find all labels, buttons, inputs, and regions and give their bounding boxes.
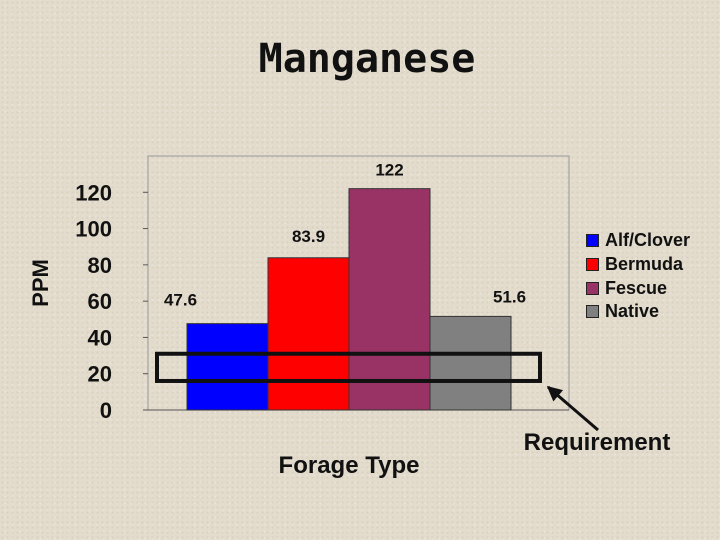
requirement-arrow — [546, 385, 599, 432]
data-label: 47.6 — [164, 291, 197, 310]
data-label: 83.9 — [292, 227, 325, 246]
bar-native — [429, 315, 512, 411]
y-tick-label: 40 — [88, 325, 112, 350]
y-tick-label: 120 — [75, 180, 112, 205]
requirement-box — [155, 351, 542, 383]
legend-item-alf-clover: Alf/Clover — [586, 229, 690, 253]
y-tick-label: 20 — [88, 362, 112, 387]
requirement-label: Requirement — [524, 429, 671, 456]
y-tick-label: 60 — [88, 289, 112, 314]
bar-bermuda — [267, 257, 350, 411]
legend-item-bermuda: Bermuda — [586, 253, 690, 277]
legend-label: Bermuda — [605, 254, 684, 275]
legend-swatch — [586, 281, 599, 295]
legend-label: Alf/Clover — [605, 230, 691, 251]
y-axis-label: PPM — [28, 259, 53, 307]
legend: Alf/Clover Bermuda Fescue Native — [586, 229, 690, 324]
legend-label: Native — [605, 301, 660, 322]
legend-swatch — [586, 305, 599, 319]
legend-swatch — [586, 258, 599, 272]
x-axis-label: Forage Type — [279, 452, 420, 479]
legend-item-fescue: Fescue — [586, 276, 690, 300]
data-label: 51.6 — [493, 287, 526, 306]
legend-swatch — [586, 234, 599, 248]
data-label: 122 — [375, 161, 403, 180]
y-tick-label: 0 — [100, 398, 112, 423]
legend-label: Fescue — [605, 277, 668, 298]
bar-alf-clover — [186, 323, 269, 411]
y-tick-label: 80 — [88, 253, 112, 278]
bar-fescue — [348, 188, 431, 411]
legend-item-native: Native — [586, 300, 690, 324]
slide-title: Manganese — [258, 36, 476, 82]
y-tick-label: 100 — [75, 217, 112, 242]
